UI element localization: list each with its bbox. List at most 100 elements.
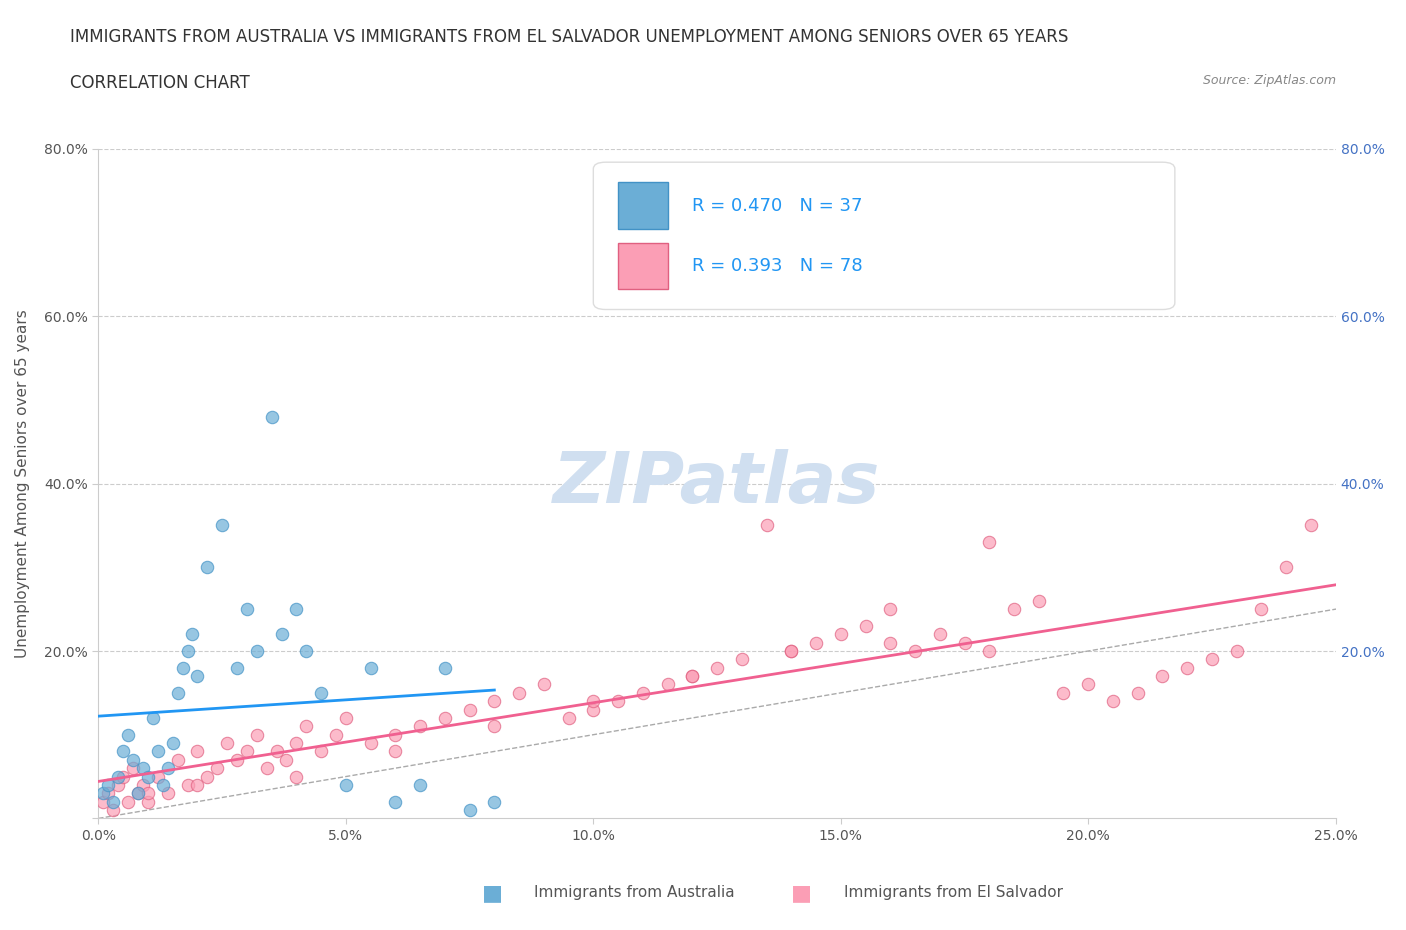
Immigrants from El Salvador	[1275, 560, 1298, 575]
Immigrants from El Salvador	[205, 761, 228, 776]
Immigrants from El Salvador	[1102, 694, 1125, 709]
Text: ■: ■	[482, 883, 502, 903]
Immigrants from Australia	[384, 794, 406, 809]
Immigrants from El Salvador	[830, 627, 852, 642]
Immigrants from Australia	[433, 660, 456, 675]
Immigrants from Australia	[236, 602, 259, 617]
Immigrants from Australia	[122, 752, 145, 767]
Immigrants from El Salvador	[107, 777, 129, 792]
Immigrants from Australia	[409, 777, 432, 792]
Text: Source: ZipAtlas.com: Source: ZipAtlas.com	[1202, 74, 1336, 87]
Immigrants from Australia	[285, 602, 308, 617]
Immigrants from Australia	[127, 786, 149, 801]
Immigrants from El Salvador	[780, 644, 803, 658]
Immigrants from Australia	[309, 685, 332, 700]
Immigrants from Australia	[166, 685, 188, 700]
Immigrants from Australia	[132, 761, 155, 776]
Immigrants from El Salvador	[226, 752, 249, 767]
Immigrants from El Salvador	[1028, 593, 1050, 608]
Immigrants from Australia	[484, 794, 506, 809]
Immigrants from El Salvador	[1152, 669, 1174, 684]
Immigrants from El Salvador	[256, 761, 278, 776]
Immigrants from El Salvador	[176, 777, 198, 792]
Immigrants from Australia	[260, 409, 283, 424]
Immigrants from Australia	[152, 777, 174, 792]
Immigrants from Australia	[181, 627, 204, 642]
Immigrants from El Salvador	[681, 669, 703, 684]
Immigrants from El Salvador	[433, 711, 456, 725]
Immigrants from Australia	[156, 761, 179, 776]
Immigrants from Australia	[172, 660, 194, 675]
Immigrants from El Salvador	[904, 644, 927, 658]
Immigrants from Australia	[211, 518, 233, 533]
Immigrants from Australia	[146, 744, 169, 759]
Text: ■: ■	[792, 883, 811, 903]
Immigrants from El Salvador	[246, 727, 269, 742]
Immigrants from El Salvador	[780, 644, 803, 658]
Immigrants from El Salvador	[607, 694, 630, 709]
Immigrants from El Salvador	[879, 602, 901, 617]
Immigrants from Australia	[186, 669, 208, 684]
Text: Immigrants from Australia: Immigrants from Australia	[534, 885, 735, 900]
Immigrants from El Salvador	[117, 794, 139, 809]
Immigrants from El Salvador	[127, 786, 149, 801]
Immigrants from El Salvador	[508, 685, 530, 700]
Immigrants from El Salvador	[166, 752, 188, 767]
Immigrants from Australia	[458, 803, 481, 817]
Immigrants from El Salvador	[409, 719, 432, 734]
Immigrants from El Salvador	[156, 786, 179, 801]
Immigrants from El Salvador	[195, 769, 218, 784]
Immigrants from El Salvador	[533, 677, 555, 692]
Immigrants from Australia	[176, 644, 198, 658]
Immigrants from El Salvador	[309, 744, 332, 759]
Text: R = 0.393   N = 78: R = 0.393 N = 78	[692, 257, 863, 275]
Immigrants from Australia	[295, 644, 318, 658]
Immigrants from El Salvador	[979, 535, 1001, 550]
Immigrants from El Salvador	[1250, 602, 1272, 617]
Immigrants from Australia	[112, 744, 135, 759]
Immigrants from El Salvador	[335, 711, 357, 725]
Immigrants from El Salvador	[681, 669, 703, 684]
Immigrants from El Salvador	[236, 744, 259, 759]
Immigrants from El Salvador	[276, 752, 298, 767]
Immigrants from El Salvador	[136, 794, 159, 809]
Text: CORRELATION CHART: CORRELATION CHART	[70, 74, 250, 92]
Immigrants from Australia	[136, 769, 159, 784]
Immigrants from El Salvador	[1226, 644, 1249, 658]
Text: IMMIGRANTS FROM AUSTRALIA VS IMMIGRANTS FROM EL SALVADOR UNEMPLOYMENT AMONG SENI: IMMIGRANTS FROM AUSTRALIA VS IMMIGRANTS …	[70, 28, 1069, 46]
Immigrants from Australia	[162, 736, 184, 751]
Immigrants from El Salvador	[1175, 660, 1198, 675]
Text: R = 0.470   N = 37: R = 0.470 N = 37	[692, 197, 863, 215]
Immigrants from El Salvador	[484, 694, 506, 709]
Immigrants from El Salvador	[295, 719, 318, 734]
Immigrants from El Salvador	[186, 744, 208, 759]
Immigrants from El Salvador	[186, 777, 208, 792]
Immigrants from El Salvador	[855, 618, 877, 633]
Immigrants from El Salvador	[93, 794, 115, 809]
Immigrants from El Salvador	[706, 660, 728, 675]
Immigrants from El Salvador	[285, 769, 308, 784]
Immigrants from El Salvador	[631, 685, 654, 700]
Immigrants from El Salvador	[132, 777, 155, 792]
FancyBboxPatch shape	[619, 182, 668, 229]
Immigrants from Australia	[226, 660, 249, 675]
Text: Immigrants from El Salvador: Immigrants from El Salvador	[844, 885, 1063, 900]
Immigrants from Australia	[270, 627, 292, 642]
Immigrants from El Salvador	[657, 677, 679, 692]
Immigrants from El Salvador	[103, 803, 125, 817]
Immigrants from El Salvador	[136, 786, 159, 801]
Immigrants from El Salvador	[325, 727, 347, 742]
Immigrants from El Salvador	[97, 786, 120, 801]
Y-axis label: Unemployment Among Seniors over 65 years: Unemployment Among Seniors over 65 years	[15, 310, 31, 658]
Immigrants from El Salvador	[1077, 677, 1099, 692]
Immigrants from El Salvador	[582, 694, 605, 709]
Immigrants from El Salvador	[360, 736, 382, 751]
Immigrants from El Salvador	[384, 727, 406, 742]
Immigrants from El Salvador	[146, 769, 169, 784]
Immigrants from El Salvador	[979, 644, 1001, 658]
Immigrants from Australia	[246, 644, 269, 658]
Immigrants from El Salvador	[1052, 685, 1074, 700]
Immigrants from El Salvador	[1126, 685, 1149, 700]
Immigrants from El Salvador	[217, 736, 239, 751]
FancyBboxPatch shape	[593, 162, 1175, 310]
